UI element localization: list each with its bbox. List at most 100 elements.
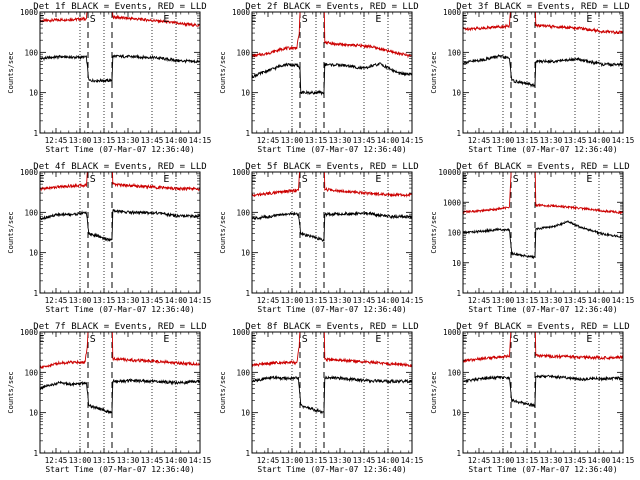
y-tick-label: 10	[241, 89, 251, 98]
interval-marker-s: S	[90, 14, 96, 25]
panel-title: Det 5f BLACK = Events, RED = LLD	[245, 162, 418, 172]
interval-marker-e: E	[375, 334, 381, 345]
y-axis-label: Counts/sec	[7, 371, 15, 413]
x-tick-label: 13:00	[69, 136, 92, 145]
x-tick-label: 13:00	[281, 456, 304, 465]
y-tick-label: 10	[241, 409, 251, 418]
plot-frame	[251, 11, 413, 134]
plot-frame	[39, 171, 201, 294]
y-tick-label: 10	[452, 259, 462, 268]
x-tick-label: 14:00	[377, 456, 400, 465]
panel-title: Det 4f BLACK = Events, RED = LLD	[33, 162, 206, 172]
y-axis-label: Counts/sec	[430, 211, 438, 253]
y-tick-label: 10000	[438, 168, 461, 177]
series-line-black	[252, 210, 412, 242]
y-tick-label: 1	[33, 449, 38, 458]
x-axis-label: Start Time (07-Mar-07 12:36:40)	[468, 465, 617, 474]
y-tick-label: 10	[452, 89, 462, 98]
x-tick-label: 13:30	[117, 296, 140, 305]
interval-marker-e: E	[462, 174, 468, 185]
plot-frame	[462, 331, 624, 454]
y-axis-label: Counts/sec	[7, 211, 15, 253]
x-tick-label: 13:00	[69, 296, 92, 305]
interval-marker-e: E	[39, 174, 45, 185]
x-tick-label: 14:15	[612, 456, 635, 465]
y-tick-label: 1000	[20, 8, 39, 17]
x-tick-label: 14:00	[165, 456, 188, 465]
x-tick-label: 13:45	[353, 456, 376, 465]
interval-marker-e: E	[462, 334, 468, 345]
x-tick-label: 14:15	[189, 136, 212, 145]
interval-marker-s: S	[513, 14, 519, 25]
series-line-black	[463, 220, 623, 260]
x-tick-label: 14:15	[189, 456, 212, 465]
y-tick-label: 100	[236, 368, 250, 377]
y-axis-label: Counts/sec	[219, 371, 227, 413]
x-tick-label: 13:00	[281, 296, 304, 305]
chart-panel-5: Det 5f BLACK = Events, RED = LLD 1 10 100 10…	[219, 162, 424, 314]
x-axis-label: Start Time (07-Mar-07 12:36:40)	[468, 145, 617, 154]
chart-panel-7: Det 7f BLACK = Events, RED = LLD 1 10 100 10…	[7, 322, 212, 474]
y-tick-label: 100	[24, 48, 38, 57]
x-tick-label: 12:45	[468, 456, 491, 465]
series-line-red	[252, 332, 412, 368]
x-tick-label: 14:00	[165, 296, 188, 305]
interval-marker-e: E	[39, 334, 45, 345]
x-tick-label: 13:00	[492, 296, 515, 305]
x-tick-label: 14:15	[401, 456, 424, 465]
chart-panel-2: Det 2f BLACK = Events, RED = LLD 1 10 100 10…	[219, 2, 423, 154]
x-tick-label: 14:15	[401, 296, 424, 305]
y-tick-label: 10	[452, 409, 462, 418]
interval-marker-s: S	[513, 334, 519, 345]
x-tick-label: 13:15	[93, 136, 116, 145]
x-tick-label: 12:45	[257, 136, 280, 145]
x-tick-label: 12:45	[468, 136, 491, 145]
y-tick-label: 1000	[443, 8, 462, 17]
x-tick-label: 13:00	[69, 456, 92, 465]
chart-panel-3: Det 3f BLACK = Events, RED = LLD 1 10 100 10…	[430, 2, 635, 154]
y-tick-label: 10	[29, 249, 39, 258]
series-line-red	[463, 12, 623, 35]
x-tick-label: 13:45	[141, 456, 164, 465]
x-axis-label: Start Time (07-Mar-07 12:36:40)	[468, 305, 617, 314]
y-tick-label: 100	[24, 208, 38, 217]
x-tick-label: 12:45	[468, 296, 491, 305]
series-line-black	[252, 62, 412, 96]
x-tick-label: 13:45	[564, 136, 587, 145]
x-axis-label: Start Time (07-Mar-07 12:36:40)	[257, 305, 406, 314]
x-tick-label: 13:00	[281, 136, 304, 145]
x-tick-label: 13:30	[540, 296, 563, 305]
y-tick-label: 1000	[232, 168, 251, 177]
x-axis-label: Start Time (07-Mar-07 12:36:40)	[257, 465, 406, 474]
x-tick-label: 13:15	[516, 456, 539, 465]
y-axis-label: Counts/sec	[219, 51, 227, 93]
series-line-red	[252, 12, 412, 59]
x-tick-label: 12:45	[45, 296, 68, 305]
x-tick-label: 13:15	[516, 136, 539, 145]
y-tick-label: 10	[29, 409, 39, 418]
x-tick-label: 14:15	[612, 296, 635, 305]
series-line-black	[463, 54, 623, 88]
series-line-black	[40, 209, 200, 243]
series-line-red	[252, 172, 412, 198]
series-line-red	[40, 172, 200, 192]
x-axis-label: Start Time (07-Mar-07 12:36:40)	[45, 145, 194, 154]
y-tick-label: 100	[236, 208, 250, 217]
panel-title: Det 9f BLACK = Events, RED = LLD	[456, 322, 629, 332]
x-tick-label: 13:15	[93, 296, 116, 305]
y-tick-label: 10	[241, 249, 251, 258]
interval-marker-s: S	[90, 174, 96, 185]
x-tick-label: 14:15	[612, 136, 635, 145]
chart-panel-4: Det 4f BLACK = Events, RED = LLD 1 10 100 10…	[7, 162, 211, 314]
x-tick-label: 13:45	[353, 136, 376, 145]
x-tick-label: 13:45	[141, 296, 164, 305]
x-tick-label: 13:45	[564, 296, 587, 305]
x-axis-label: Start Time (07-Mar-07 12:36:40)	[45, 305, 194, 314]
chart-panel-6: Det 6f BLACK = Events, RED = LLD 1 10 100 10…	[430, 162, 635, 314]
series-line-black	[463, 374, 623, 409]
y-tick-label: 1	[456, 129, 461, 138]
panel-title: Det 7f BLACK = Events, RED = LLD	[33, 322, 206, 332]
x-tick-label: 13:30	[329, 296, 352, 305]
x-tick-label: 13:45	[141, 136, 164, 145]
